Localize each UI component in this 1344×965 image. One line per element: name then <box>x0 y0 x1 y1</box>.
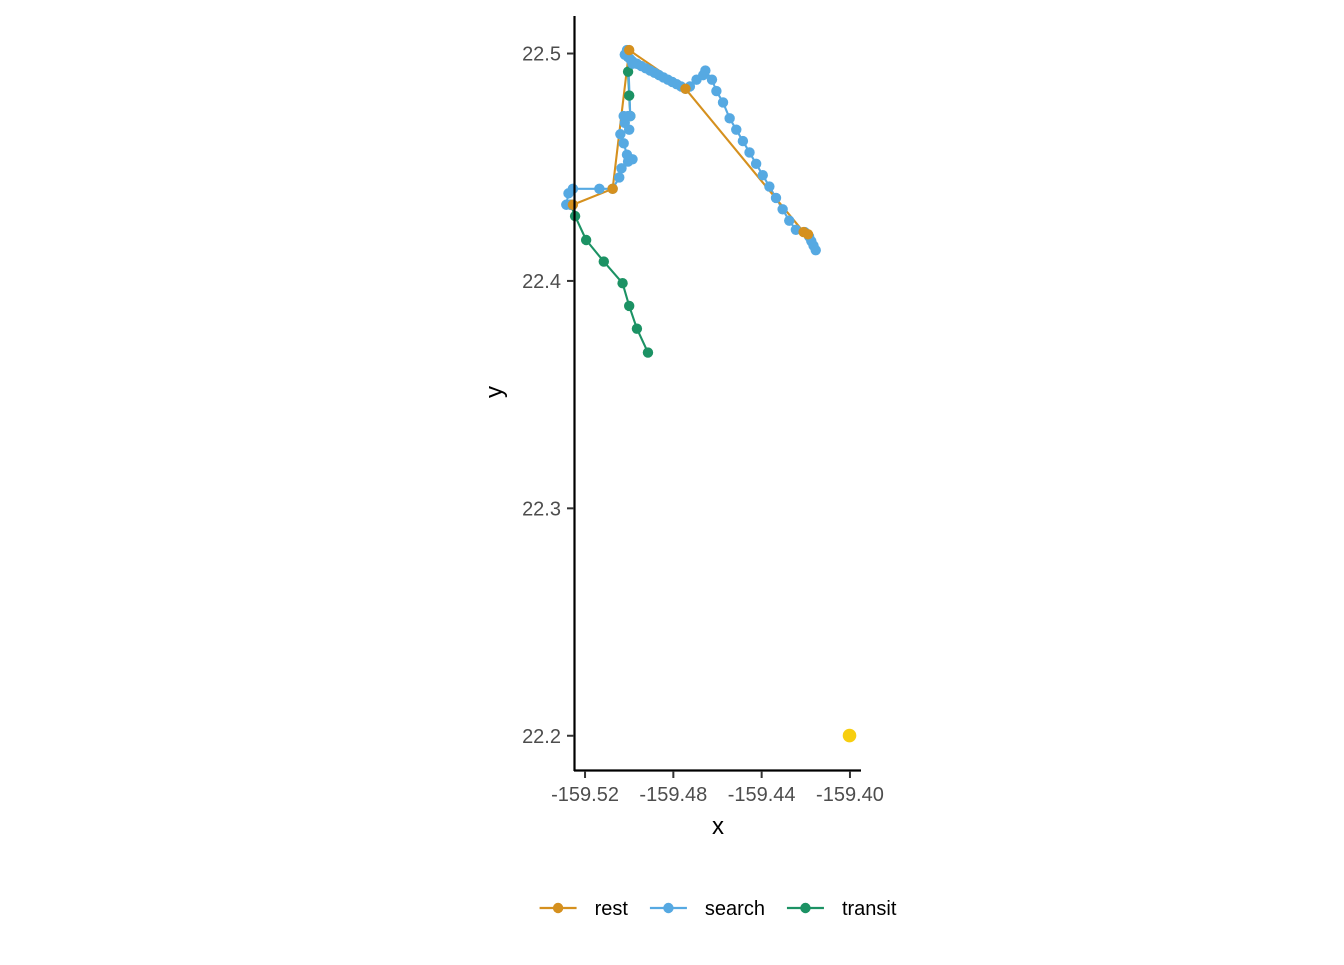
y-ticks: 22.2 22.3 22.4 22.5 <box>522 44 574 748</box>
point-search-2-40 <box>731 124 742 135</box>
point-search-2-38 <box>717 97 729 108</box>
legend-label-transit: transit <box>842 898 897 920</box>
x-axis-title: x <box>712 813 724 840</box>
point-search-2-54 <box>810 245 821 256</box>
point-extra_point-5-0 <box>842 728 857 743</box>
y-tick-label-2: 22.4 <box>522 271 561 293</box>
point-search-2-4 <box>594 183 605 195</box>
point-search-2-3 <box>567 183 579 195</box>
point-search-2-48 <box>784 215 795 226</box>
point-search-3-3 <box>627 58 638 69</box>
point-transit-0-0 <box>642 347 654 358</box>
point-search-2-44 <box>757 169 768 181</box>
point-search-2-45 <box>764 181 775 192</box>
point-search-2-37 <box>711 85 722 97</box>
point-rest-4-5 <box>802 229 814 240</box>
point-transit-0-5 <box>580 234 592 246</box>
y-tick-label-0: 22.2 <box>522 726 561 748</box>
point-search-2-46 <box>770 192 782 204</box>
point-search-2-39 <box>724 113 735 124</box>
x-tick-label-1: -159.48 <box>639 784 707 806</box>
x-tick-label-2: -159.44 <box>728 784 796 806</box>
legend: rest search transit <box>539 898 897 920</box>
point-search-2-42 <box>744 147 755 158</box>
point-search-2-12 <box>615 129 626 140</box>
point-search-2-10 <box>621 149 633 160</box>
x-tick-label-3: -159.40 <box>816 784 884 806</box>
legend-item-transit: transit <box>786 898 897 920</box>
point-transit-0-4 <box>598 256 609 267</box>
legend-label-search: search <box>705 898 765 920</box>
point-rest-4-1 <box>607 183 618 195</box>
point-search-2-35 <box>700 65 711 76</box>
plot-layer <box>561 44 857 743</box>
point-search-2-17 <box>625 110 636 122</box>
y-axis-title: y <box>481 386 508 398</box>
point-search-2-7 <box>616 163 627 174</box>
point-transit-1-1 <box>623 90 635 101</box>
legend-key-point-transit <box>800 902 811 914</box>
x-tick-label-0: -159.52 <box>551 784 619 806</box>
series-line-rest-4 <box>571 49 810 236</box>
axis-layer: 22.222.322.422.5 -159.52 -159.48 -159.44 -1… <box>481 16 884 840</box>
point-transit-0-2 <box>623 300 635 312</box>
point-rest-4-0 <box>567 199 579 210</box>
legend-key-point-rest <box>552 902 564 914</box>
point-transit-0-1 <box>631 323 643 334</box>
y-tick-label-3: 22.5 <box>522 44 561 66</box>
point-transit-0-3 <box>617 278 628 289</box>
legend-item-rest: rest <box>539 898 629 920</box>
y-tick-label-1: 22.3 <box>522 498 561 520</box>
point-rest-4-2 <box>623 44 635 56</box>
legend-item-search: search <box>649 898 765 920</box>
point-search-2-41 <box>737 135 749 147</box>
legend-key-point-search <box>663 902 674 914</box>
point-search-2-6 <box>614 172 625 183</box>
point-search-2-43 <box>750 158 762 170</box>
point-rest-4-3 <box>680 83 691 94</box>
point-search-2-47 <box>777 204 788 215</box>
legend-label-rest: rest <box>595 898 629 920</box>
x-ticks: -159.52 -159.48 -159.44 -159.40 <box>551 771 884 806</box>
point-transit-1-2 <box>622 66 634 77</box>
point-search-2-11 <box>618 138 629 149</box>
point-search-2-36 <box>706 74 718 85</box>
